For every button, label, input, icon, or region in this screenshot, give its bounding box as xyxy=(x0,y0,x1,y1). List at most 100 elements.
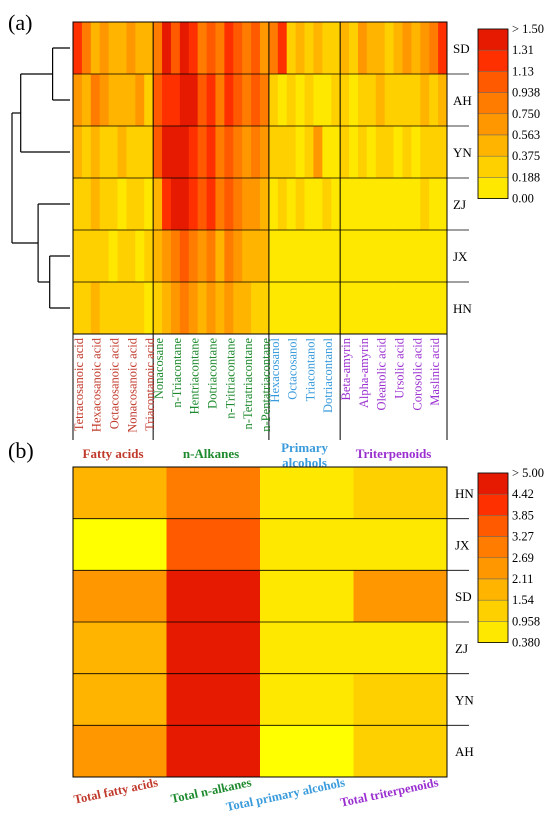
heatmap-cell xyxy=(402,22,412,75)
column-label: Hexacosanoic acid xyxy=(90,337,104,432)
legend-tick-label: 0.375 xyxy=(512,149,540,163)
heatmap-cell xyxy=(108,230,118,283)
heatmap-cell xyxy=(233,230,243,283)
heatmap-cell xyxy=(251,126,261,179)
heatmap-cell xyxy=(144,230,154,283)
heatmap-cell xyxy=(99,126,110,179)
heatmap-cell xyxy=(179,178,190,231)
heatmap-cell xyxy=(384,178,394,231)
heatmap-cell xyxy=(420,230,430,283)
legend-swatch xyxy=(477,536,509,559)
heatmap-cell xyxy=(331,230,341,283)
heatmap-cell xyxy=(340,230,350,283)
heatmap-cell xyxy=(197,126,207,179)
heatmap-cell xyxy=(99,22,110,75)
heatmap-cell xyxy=(144,126,154,179)
legend-swatch xyxy=(477,493,509,516)
panel-label-a: (a) xyxy=(8,10,32,35)
heatmap-cell xyxy=(215,178,225,231)
column-label: Triacontanoic acid xyxy=(143,337,157,431)
heatmap-cell xyxy=(206,22,216,75)
heatmap-cell xyxy=(349,126,359,179)
heatmap-cell xyxy=(349,74,359,127)
heatmap-cell xyxy=(99,178,110,231)
heatmap-cell xyxy=(206,282,216,335)
heatmap-cell xyxy=(242,178,252,231)
heatmap-cell xyxy=(340,74,350,127)
heatmap-cell xyxy=(188,230,199,283)
heatmap-cell xyxy=(322,126,332,179)
heatmap-cell xyxy=(260,518,354,571)
heatmap-cell xyxy=(99,74,110,127)
legend-swatch xyxy=(477,49,509,72)
heatmap-cell xyxy=(420,178,430,231)
row-label: ZJ xyxy=(453,197,466,212)
legend-a: > 1.50 1.31 1.13 0.938 0.750 0.563 0.375 0.188 0… xyxy=(477,22,544,206)
heatmap-cell xyxy=(393,74,403,127)
heatmap-cell xyxy=(170,230,181,283)
heatmap-cell xyxy=(260,570,354,623)
heatmap-cell xyxy=(366,230,377,283)
heatmap-cell xyxy=(402,230,412,283)
heatmap-cell xyxy=(117,230,127,283)
heatmap-cell xyxy=(286,126,297,179)
column-label: Nonacosanoic acid xyxy=(125,337,139,433)
heatmap-cell xyxy=(366,126,377,179)
heatmap-cell xyxy=(242,22,252,75)
legend-tick-label: 0.938 xyxy=(512,86,540,100)
heatmap-cell xyxy=(411,230,421,283)
heatmap-cell xyxy=(304,282,314,335)
heatmap-cell xyxy=(402,282,412,335)
heatmap-cell xyxy=(295,22,305,75)
heatmap-cell xyxy=(429,74,439,127)
legend-tick-label: 2.11 xyxy=(512,572,533,586)
heatmap-cell xyxy=(162,230,172,283)
heatmap-cell xyxy=(73,178,83,231)
heatmap-cell xyxy=(224,178,234,231)
heatmap-cell xyxy=(73,622,167,675)
heatmap-cell xyxy=(349,230,359,283)
legend-tick-label: 2.69 xyxy=(512,551,534,565)
heatmap-cell xyxy=(224,282,234,335)
heatmap-cell xyxy=(402,178,412,231)
heatmap-cell xyxy=(375,282,386,335)
heatmap-cell xyxy=(166,673,261,726)
heatmap-cell xyxy=(322,178,332,231)
heatmap-cell xyxy=(153,282,163,335)
heatmap-cell xyxy=(126,282,136,335)
heatmap-cell xyxy=(420,22,430,75)
heatmap-cell xyxy=(126,74,136,127)
heatmap-cell xyxy=(260,74,270,127)
heatmap-cell xyxy=(144,282,154,335)
heatmap-cell xyxy=(170,178,181,231)
heatmap-cell xyxy=(313,230,323,283)
heatmap-cell xyxy=(322,282,332,335)
heatmap-cell xyxy=(162,74,172,127)
column-label: Total fatty acids xyxy=(72,775,159,807)
heatmap-cell xyxy=(260,178,270,231)
legend-tick-label: 0.750 xyxy=(512,107,540,121)
heatmap-cell xyxy=(268,74,279,127)
heatmap-cell xyxy=(188,178,199,231)
legend-swatch xyxy=(477,113,509,136)
heatmap-cell xyxy=(197,230,207,283)
heatmap-cell xyxy=(135,126,145,179)
legend-tick-label: > 1.50 xyxy=(512,22,544,36)
heatmap-cell xyxy=(366,74,377,127)
legend-tick-label: 0.958 xyxy=(512,614,540,628)
heatmap-a-column-labels: Tetracosanoic acid Hexacosanoic acid Octac… xyxy=(72,337,442,433)
heatmap-cell xyxy=(429,282,439,335)
heatmap-cell xyxy=(384,282,394,335)
heatmap-cell xyxy=(366,282,377,335)
heatmap-cell xyxy=(384,126,394,179)
heatmap-cell xyxy=(144,178,154,231)
heatmap-cell xyxy=(357,74,368,127)
heatmap-cell xyxy=(81,74,92,127)
heatmap-cell xyxy=(251,178,261,231)
heatmap-cell xyxy=(429,126,439,179)
heatmap-cell xyxy=(393,282,403,335)
heatmap-cell xyxy=(286,74,297,127)
heatmap-cell xyxy=(340,126,350,179)
